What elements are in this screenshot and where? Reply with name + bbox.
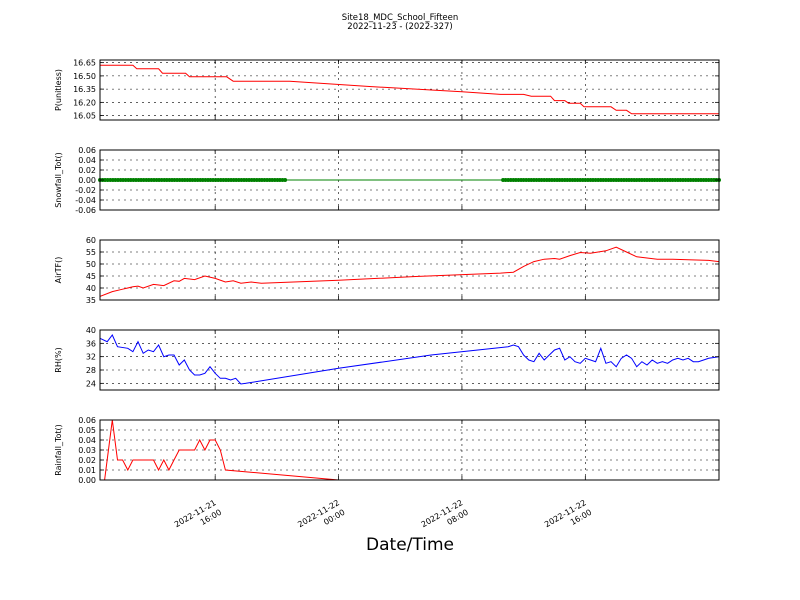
y-tick-label: 0.03: [78, 446, 96, 455]
panel-2: 60 55 50 45 40 35 AirTF(): [54, 236, 720, 305]
y-tick-label: 45: [86, 272, 96, 281]
y-tick-label: 24: [86, 379, 96, 388]
panel-frame: [99, 59, 720, 121]
data-point: [283, 178, 288, 182]
panel-4: 0.060.050.040.030.020.010.00 Rainfall_Tot…: [54, 416, 720, 485]
panel-0: 16.65 16.50 16.35 16.20 16.05 P(unitless): [54, 59, 720, 121]
y-tick-label: 0.06: [78, 146, 96, 155]
y-tick-label: 28: [86, 366, 96, 375]
panel-frame: [99, 149, 720, 211]
y-tick-label: 0.05: [78, 426, 96, 435]
y-tick-label: -0.06: [75, 206, 96, 215]
chart-subtitle: 2022-11-23 - (2022-327): [347, 22, 452, 32]
panel-3: 40 36 32 28 24 RH(%): [54, 326, 720, 391]
y-tick-label: 0.06: [78, 416, 96, 425]
series-line: [100, 334, 719, 385]
panel-1: 0.060.040.020.00-0.02-0.04-0.06 Snowfall_…: [54, 146, 721, 215]
y-tick-label: 0.04: [78, 156, 96, 165]
y-axis-label: Snowfall_Tot(): [54, 152, 63, 208]
series-line: [100, 246, 719, 297]
y-tick-label: 32: [86, 353, 96, 362]
series-line: [100, 64, 719, 115]
y-tick-label: 0.02: [78, 166, 96, 175]
y-tick-label: 0.01: [78, 466, 96, 475]
chart-title: Site18_MDC_School_Fifteen: [342, 13, 459, 23]
y-tick-label: 16.65: [73, 59, 96, 68]
series-line: [100, 420, 719, 480]
y-tick-label: 16.50: [73, 72, 96, 81]
y-tick-label: 0.00: [78, 176, 96, 185]
y-tick-label: 60: [86, 236, 96, 245]
y-tick-label: 16.05: [73, 112, 96, 121]
y-tick-label: 55: [86, 248, 96, 257]
x-axis-label: Date/Time: [366, 535, 454, 555]
panels: 16.65 16.50 16.35 16.20 16.05 P(unitless) 0.06…: [54, 59, 721, 485]
y-axis-label: RH(%): [54, 347, 63, 372]
y-axis-label: AirTF(): [54, 257, 63, 284]
y-tick-label: 16.20: [73, 98, 96, 107]
panel-frame: [99, 239, 720, 301]
y-tick-label: 0.02: [78, 456, 96, 465]
y-axis-label: P(unitless): [54, 69, 63, 111]
y-tick-label: 0.00: [78, 476, 96, 485]
y-axis-label: Rainfall_Tot(): [54, 424, 63, 476]
y-tick-label: 36: [86, 339, 96, 348]
y-tick-label: -0.02: [75, 186, 96, 195]
y-tick-label: 50: [86, 260, 96, 269]
y-tick-label: 40: [86, 284, 96, 293]
y-tick-label: 16.35: [73, 85, 96, 94]
y-tick-label: -0.04: [75, 196, 96, 205]
panel-frame: [99, 419, 720, 481]
y-tick-label: 0.04: [78, 436, 96, 445]
panel-frame: [99, 329, 720, 391]
y-tick-label: 40: [86, 326, 96, 335]
y-tick-label: 35: [86, 296, 96, 305]
